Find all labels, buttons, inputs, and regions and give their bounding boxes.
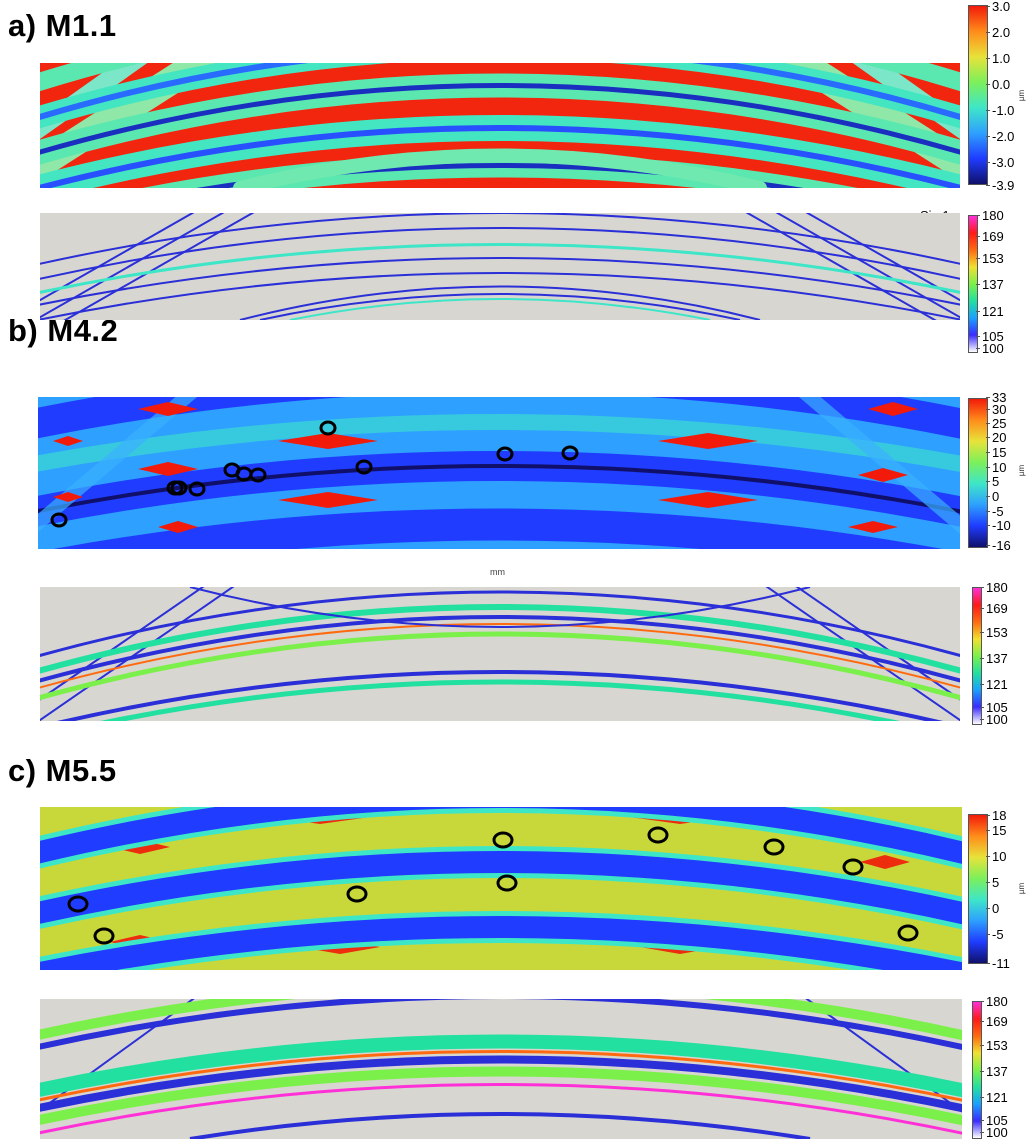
height-map-c — [40, 807, 962, 970]
colorbar-tick: 0 — [985, 489, 1000, 504]
colorbar-gradient — [968, 398, 988, 548]
colorbar-tick: 10 — [985, 460, 1007, 475]
colorbar-tick: 5 — [985, 875, 1000, 890]
colorbar-tick: 15 — [985, 445, 1007, 460]
colorbar-height-c: 18 15 10 5 0 -5 -11 µm — [968, 809, 1028, 970]
colorbar-tick: 18 — [985, 808, 1007, 823]
colorbar-tick: -5 — [986, 504, 1004, 519]
colorbar-height-a: 3.0 2.0 1.0 0.0 -1.0 -2.0 -3.0 -3.9 µm — [968, 0, 1028, 192]
colorbar-tick: 169 — [976, 229, 1004, 244]
colorbar-stress-c: 180 169 153 137 121 105 100 — [972, 995, 1030, 1140]
colorbar-tick: 3.0 — [985, 0, 1011, 14]
colorbar-gradient — [972, 1001, 982, 1139]
colorbar-tick: 153 — [980, 625, 1008, 640]
panel-title-a: a) M1.1 — [8, 8, 117, 43]
colorbar-tick: -3.9 — [985, 178, 1015, 193]
colorbar-tick: -11 — [986, 956, 1010, 971]
colorbar-tick: 121 — [980, 677, 1008, 692]
height-map-a — [40, 63, 960, 188]
colorbar-tick: 5 — [985, 474, 1000, 489]
colorbar-unit: µm — [1017, 882, 1027, 895]
colorbar-tick: 100 — [976, 341, 1004, 356]
colorbar-tick: 0 — [985, 901, 1000, 916]
colorbar-tick: 180 — [980, 580, 1008, 595]
colorbar-tick: 0.0 — [985, 77, 1011, 92]
colorbar-tick: 100 — [980, 712, 1008, 727]
colorbar-tick: 105 — [976, 329, 1004, 344]
colorbar-tick: 33 — [985, 390, 1007, 405]
stress-map-b — [40, 587, 960, 721]
colorbar-stress-b: 180 169 153 137 121 105 100 — [972, 581, 1030, 727]
colorbar-tick: 137 — [980, 1064, 1008, 1079]
colorbar-gradient — [968, 5, 988, 185]
colorbar-tick: 169 — [980, 601, 1008, 616]
colorbar-tick: 100 — [980, 1125, 1008, 1140]
colorbar-tick: 137 — [976, 277, 1004, 292]
colorbar-tick: 169 — [980, 1014, 1008, 1029]
colorbar-tick: 105 — [980, 1113, 1008, 1128]
colorbar-tick: 1.0 — [985, 51, 1011, 66]
colorbar-tick: -10 — [986, 518, 1011, 533]
colorbar-tick: 20 — [985, 430, 1007, 445]
colorbar-tick: 121 — [976, 304, 1004, 319]
colorbar-tick: 137 — [980, 651, 1008, 666]
panel-title-c: c) M5.5 — [8, 753, 117, 788]
height-map-b — [38, 397, 960, 549]
colorbar-unit: µm — [1017, 89, 1027, 102]
stress-map-a — [40, 213, 960, 320]
colorbar-tick: 121 — [980, 1090, 1008, 1105]
colorbar-unit: µm — [1017, 464, 1027, 477]
colorbar-tick: -16 — [986, 538, 1011, 553]
colorbar-tick: -5 — [986, 927, 1004, 942]
colorbar-tick: 30 — [985, 402, 1007, 417]
colorbar-gradient — [972, 587, 982, 725]
colorbar-tick: 180 — [980, 994, 1008, 1009]
colorbar-stress-a: 180 169 153 137 121 105 100 — [968, 209, 1028, 356]
colorbar-tick: 2.0 — [985, 25, 1011, 40]
colorbar-tick: 25 — [985, 416, 1007, 431]
colorbar-tick: 10 — [985, 849, 1007, 864]
colorbar-tick: -1.0 — [985, 103, 1015, 118]
colorbar-height-b: 33 30 25 20 15 10 5 0 -5 -10 -16 µm — [968, 391, 1028, 552]
axis-label-mm: mm — [490, 567, 505, 577]
colorbar-tick: 153 — [980, 1038, 1008, 1053]
colorbar-gradient — [968, 814, 988, 964]
colorbar-tick: -3.0 — [985, 155, 1015, 170]
colorbar-tick: 105 — [980, 700, 1008, 715]
colorbar-tick: 15 — [985, 823, 1007, 838]
colorbar-tick: 153 — [976, 251, 1004, 266]
colorbar-tick: -2.0 — [985, 129, 1015, 144]
colorbar-tick: 180 — [976, 208, 1004, 223]
stress-map-c — [40, 999, 962, 1139]
